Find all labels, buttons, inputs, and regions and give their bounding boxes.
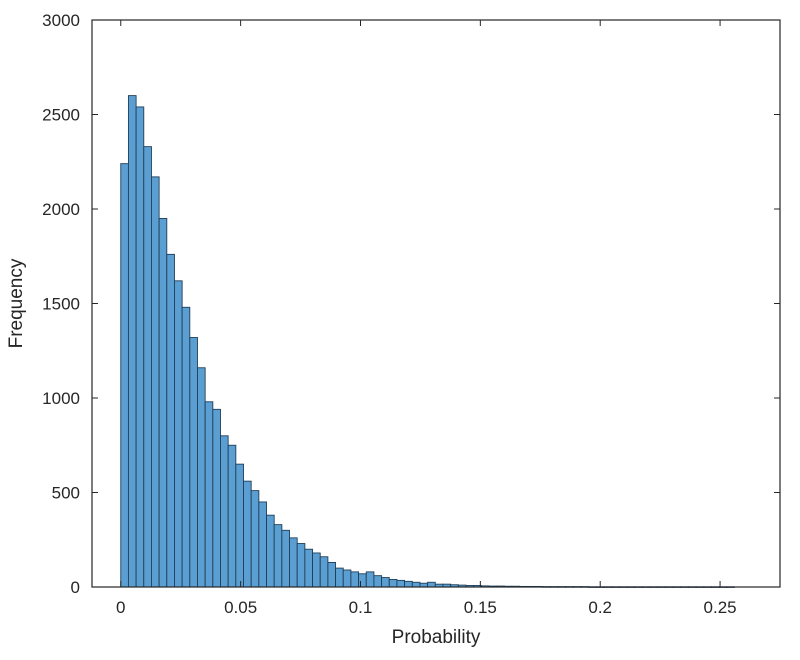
histogram-bar	[212, 408, 221, 588]
histogram-bar	[342, 569, 352, 588]
histogram-bar	[127, 95, 137, 588]
histogram-bar	[350, 571, 360, 588]
histogram-bar	[204, 401, 214, 588]
histogram-bar	[281, 529, 290, 588]
y-tick-label: 2500	[42, 106, 80, 125]
histogram-bar	[135, 106, 145, 588]
x-tick-label: 0.1	[349, 598, 373, 617]
histogram-bar	[243, 480, 252, 588]
histogram-bar	[296, 543, 306, 588]
x-tick-label: 0.2	[588, 598, 612, 617]
y-tick-label: 3000	[42, 11, 80, 30]
histogram-bar	[381, 577, 390, 588]
histogram-bar	[189, 337, 198, 588]
histogram-bar	[388, 578, 398, 588]
x-tick-label: 0.05	[224, 598, 257, 617]
histogram-bar	[258, 501, 267, 588]
histogram-bar	[289, 537, 298, 588]
histogram-bar	[404, 580, 413, 588]
histogram-bar	[327, 561, 337, 588]
y-axis-label: Frequency	[6, 258, 27, 348]
histogram-bar	[158, 217, 168, 588]
y-tick-label: 0	[71, 578, 80, 597]
histogram-bar	[396, 579, 406, 588]
histogram-bar	[181, 306, 191, 588]
x-axis-ticks: 0 0.05 0.1 0.15 0.2 0.25	[116, 20, 737, 617]
y-tick-label: 500	[52, 484, 80, 503]
histogram-bar	[266, 514, 275, 588]
y-tick-label: 1000	[42, 389, 80, 408]
histogram-bar	[335, 567, 344, 588]
histogram-bar	[373, 575, 383, 588]
histogram-bar	[427, 581, 436, 588]
histogram-bar	[411, 581, 421, 588]
y-axis-ticks: 0 500 1000 1500 2000 2500 3000	[42, 11, 780, 597]
x-tick-label: 0.25	[704, 598, 737, 617]
y-tick-label: 1500	[42, 295, 80, 314]
histogram-bar	[235, 463, 244, 588]
histogram-bar	[358, 573, 367, 588]
x-axis-label: Probability	[392, 627, 481, 648]
histogram-bar	[120, 163, 129, 588]
histogram-bar	[304, 548, 313, 588]
bars-group	[120, 95, 735, 588]
x-tick-label: 0	[116, 598, 125, 617]
histogram-bar	[220, 435, 229, 588]
histogram-bar	[166, 253, 175, 588]
histogram-bar	[312, 552, 321, 588]
histogram-bar	[319, 556, 329, 588]
histogram-bar	[227, 444, 237, 588]
x-tick-label: 0.15	[464, 598, 497, 617]
histogram-bar	[273, 524, 283, 588]
histogram-bar	[143, 146, 152, 588]
histogram-bar	[151, 176, 160, 588]
histogram-bar	[174, 280, 183, 588]
histogram-bar	[197, 367, 206, 588]
histogram-bar	[250, 490, 260, 588]
y-tick-label: 2000	[42, 200, 80, 219]
histogram-bar	[365, 571, 375, 588]
